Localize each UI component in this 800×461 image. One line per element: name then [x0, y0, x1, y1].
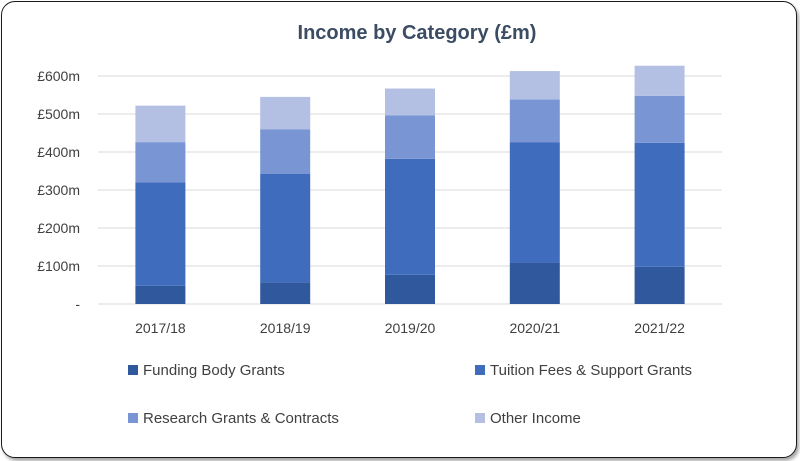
bar-segment-tuition [135, 182, 186, 286]
legend-swatch [128, 365, 138, 375]
bar-segment-other [135, 105, 186, 143]
y-tick-label: £400m [37, 144, 80, 160]
y-tick-label: £500m [37, 106, 80, 122]
legend-item-funding: Funding Body Grants [128, 362, 285, 379]
x-axis-ticks: 2017/18 2018/19 2019/20 2020/21 2021/22 [135, 320, 685, 336]
bar-segment-research [509, 99, 560, 143]
bar-segment-funding [509, 262, 560, 304]
legend-label: Tuition Fees & Support Grants [490, 362, 692, 379]
legend-swatch [128, 413, 138, 423]
bar-segment-funding [260, 282, 311, 304]
y-tick-label: £200m [37, 220, 80, 236]
bar-segment-research [385, 115, 435, 159]
legend-label: Research Grants & Contracts [143, 410, 339, 427]
x-tick-label: 2018/19 [260, 320, 311, 336]
bar-segment-tuition [260, 173, 311, 283]
legend-label: Other Income [490, 410, 581, 427]
y-axis-ticks: - £100m £200m £300m £400m £500m £600m [37, 68, 80, 312]
bar-segment-tuition [634, 142, 685, 267]
y-tick-label: - [75, 296, 80, 312]
x-tick-label: 2021/22 [634, 320, 685, 336]
legend-label: Funding Body Grants [143, 362, 285, 379]
y-tick-label: £600m [37, 68, 80, 84]
legend-item-research: Research Grants & Contracts [128, 410, 339, 427]
bar-segment-research [634, 95, 685, 143]
bar-segment-tuition [385, 158, 435, 275]
bars [135, 65, 685, 304]
legend-swatch [475, 365, 485, 375]
x-tick-label: 2019/20 [385, 320, 436, 336]
legend-item-other: Other Income [475, 410, 581, 427]
bar-segment-research [135, 142, 186, 183]
bar-segment-research [260, 129, 311, 174]
x-tick-label: 2017/18 [135, 320, 186, 336]
x-tick-label: 2020/21 [509, 320, 560, 336]
bar-segment-other [260, 96, 311, 130]
legend-item-tuition: Tuition Fees & Support Grants [475, 362, 692, 379]
bar-segment-funding [634, 266, 685, 304]
bar-segment-funding [135, 285, 186, 304]
bar-segment-tuition [509, 142, 560, 263]
bar-segment-other [385, 88, 435, 116]
y-tick-label: £100m [37, 258, 80, 274]
y-tick-label: £300m [37, 182, 80, 198]
bar-segment-other [509, 71, 560, 100]
bar-segment-funding [385, 274, 435, 304]
legend-swatch [475, 413, 485, 423]
chart-title: Income by Category (£m) [298, 22, 537, 44]
legend: Funding Body Grants Tuition Fees & Suppor… [128, 362, 692, 427]
bar-segment-other [634, 65, 685, 96]
